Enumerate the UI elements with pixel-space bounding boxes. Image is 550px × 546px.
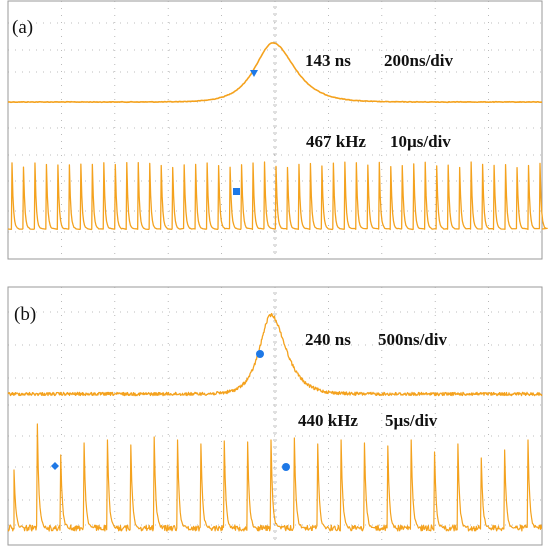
diamond-marker: [51, 462, 59, 470]
pulse-width-label-a: 143 ns: [305, 51, 351, 70]
panel-a-pulse-train-trace: [7, 161, 548, 231]
panel-b-frame: [7, 286, 543, 546]
rep-rate-label-b: 440 kHz: [298, 411, 358, 430]
pulse-width-label-b: 240 ns: [305, 330, 351, 349]
time-scale-label-a-top: 200ns/div: [384, 51, 453, 70]
time-scale-label-a-bottom: 10µs/div: [390, 132, 451, 151]
panel-b-single-pulse-trace: [7, 312, 543, 397]
trigger-triangle-marker: [250, 70, 258, 77]
panel-a-grid: [8, 1, 542, 259]
trigger-circle-marker: [256, 350, 264, 358]
panel-a-single-pulse-trace: [7, 42, 543, 104]
panel-a-label: (a): [12, 17, 33, 38]
time-scale-label-b-bottom: 5µs/div: [385, 411, 438, 430]
circle-marker: [282, 463, 290, 471]
panel-b-grid: [8, 287, 542, 545]
panel-b-pulse-train-trace: [7, 423, 543, 532]
square-marker: [233, 188, 240, 195]
rep-rate-label-a: 467 kHz: [306, 132, 366, 151]
time-scale-label-b-top: 500ns/div: [378, 330, 447, 349]
panel-b-label: (b): [14, 304, 36, 325]
